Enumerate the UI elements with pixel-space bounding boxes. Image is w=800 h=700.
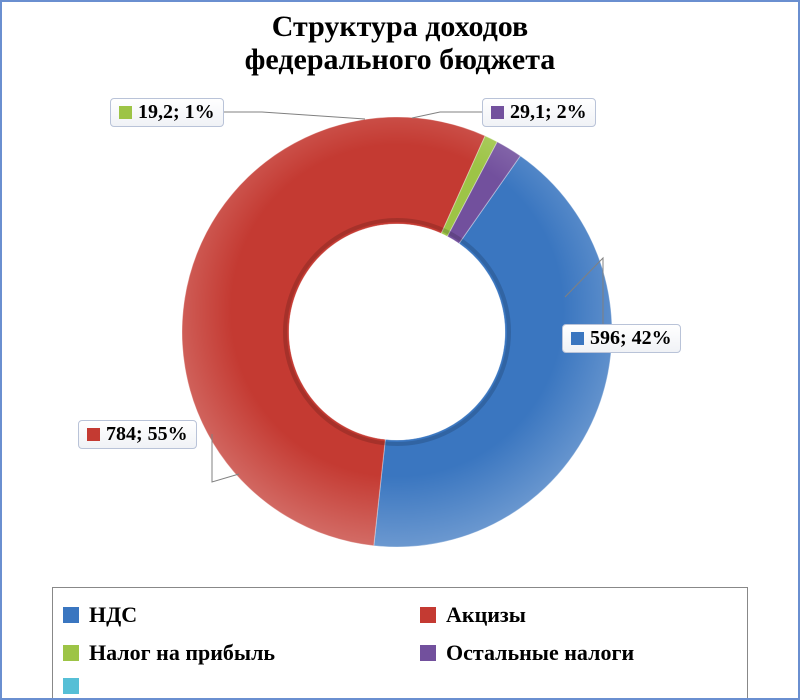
label-swatch	[571, 332, 584, 345]
label-swatch	[119, 106, 132, 119]
legend-item: Налог на прибыль	[63, 640, 380, 666]
data-label: 29,1; 2%	[482, 98, 596, 127]
legend-item: Остальные налоги	[420, 640, 737, 666]
legend-label: Налог на прибыль	[89, 640, 275, 666]
legend-item: Акцизы	[420, 602, 737, 628]
legend-label: НДС	[89, 602, 137, 628]
donut-hole	[289, 224, 505, 440]
label-text: 596; 42%	[590, 327, 672, 350]
page: Структура доходов федерального бюджета 5…	[0, 0, 800, 700]
legend-swatch	[63, 678, 79, 694]
legend-label: Акцизы	[446, 602, 526, 628]
label-swatch	[87, 428, 100, 441]
legend-item: НДС	[63, 602, 380, 628]
legend-swatch	[63, 645, 79, 661]
legend-label: Остальные налоги	[446, 640, 634, 666]
data-label: 596; 42%	[562, 324, 681, 353]
legend-swatch	[420, 607, 436, 623]
legend-item	[63, 678, 380, 694]
label-text: 29,1; 2%	[510, 101, 587, 124]
legend: НДС Акцизы Налог на прибыль Остальные налог…	[52, 587, 748, 700]
label-swatch	[491, 106, 504, 119]
data-label: 19,2; 1%	[110, 98, 224, 127]
data-label: 784; 55%	[78, 420, 197, 449]
label-text: 784; 55%	[106, 423, 188, 446]
legend-swatch	[63, 607, 79, 623]
label-text: 19,2; 1%	[138, 101, 215, 124]
legend-swatch	[420, 645, 436, 661]
